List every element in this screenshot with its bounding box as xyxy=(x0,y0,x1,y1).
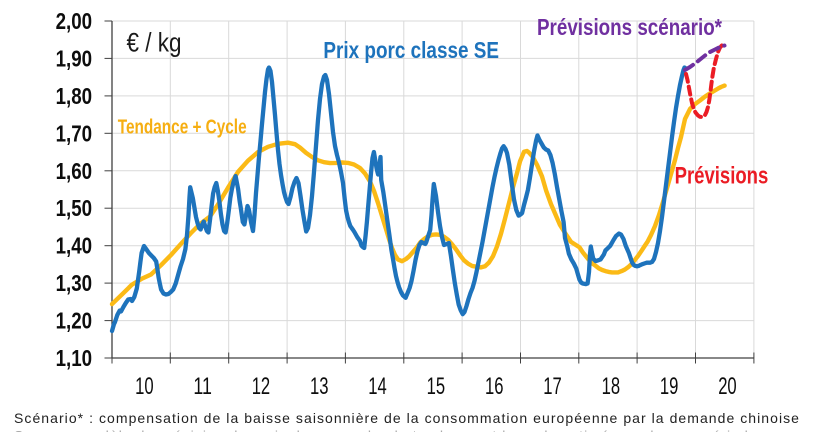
svg-text:1,20: 1,20 xyxy=(56,308,93,334)
svg-text:20: 20 xyxy=(718,373,737,400)
svg-text:€ / kg: € / kg xyxy=(127,28,182,58)
svg-text:12: 12 xyxy=(252,373,271,400)
svg-text:Scénario* : compensation de la: Scénario* : compensation de la baisse sa… xyxy=(14,410,800,426)
svg-text:1,10: 1,10 xyxy=(56,345,93,371)
svg-text:11: 11 xyxy=(193,373,212,400)
svg-text:1,40: 1,40 xyxy=(56,233,93,259)
svg-text:Prévisions: Prévisions xyxy=(675,163,769,190)
svg-text:14: 14 xyxy=(368,373,387,400)
svg-text:16: 16 xyxy=(485,373,504,400)
svg-text:10: 10 xyxy=(135,373,154,400)
svg-text:1,50: 1,50 xyxy=(56,195,93,221)
svg-text:1,90: 1,90 xyxy=(56,45,93,71)
svg-text:13: 13 xyxy=(310,373,329,400)
svg-text:18: 18 xyxy=(602,373,621,400)
svg-text:1,70: 1,70 xyxy=(56,120,93,146)
svg-text:Tendance + Cycle: Tendance + Cycle xyxy=(118,117,247,139)
svg-text:Prix porc classe SE: Prix porc classe SE xyxy=(323,37,499,63)
svg-text:Prévisions scénario*: Prévisions scénario* xyxy=(537,14,723,40)
svg-text:Source : modèle de prévision d: Source : modèle de prévision des prix du… xyxy=(14,427,758,432)
svg-text:19: 19 xyxy=(660,373,679,400)
svg-text:2,00: 2,00 xyxy=(56,8,93,34)
svg-text:15: 15 xyxy=(427,373,446,400)
svg-text:1,30: 1,30 xyxy=(56,270,93,296)
svg-text:1,80: 1,80 xyxy=(56,83,93,109)
svg-text:17: 17 xyxy=(543,373,562,400)
svg-text:1,60: 1,60 xyxy=(56,158,93,184)
